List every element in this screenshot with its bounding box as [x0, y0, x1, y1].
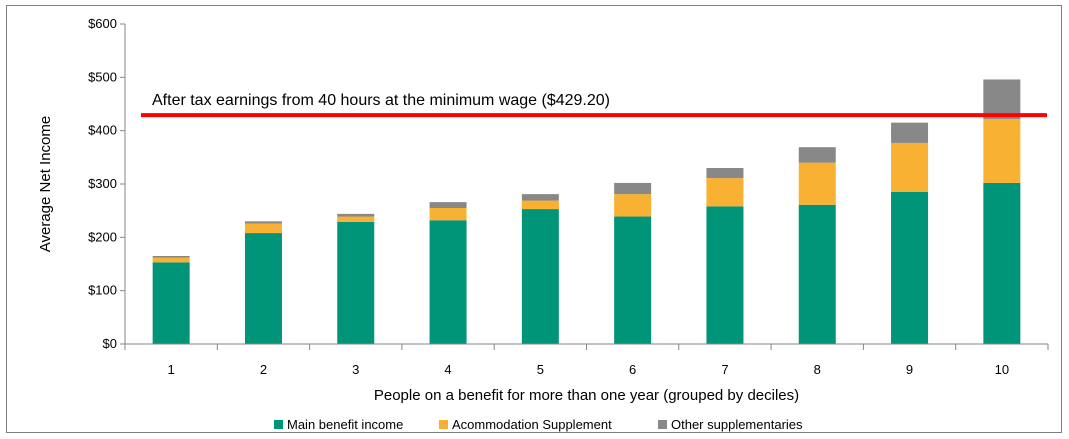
- x-tick-label: 10: [995, 362, 1009, 377]
- bars-layer: [152, 79, 1021, 344]
- x-tick-label: 1: [168, 362, 175, 377]
- bar-segment-decile-4-series-3: [429, 202, 467, 208]
- chart-frame: [6, 5, 1062, 433]
- bar-segment-decile-2-series-3: [244, 221, 282, 224]
- bar-segment-decile-10-series-2: [983, 118, 1021, 183]
- bar-segment-decile-2-series-2: [244, 223, 282, 234]
- bar-segment-decile-4-series-1: [429, 220, 467, 344]
- legend-swatch: [439, 420, 448, 429]
- x-tick-label: 4: [444, 362, 451, 377]
- legend-label: Acommodation Supplement: [452, 417, 612, 432]
- x-tick-label: 2: [260, 362, 267, 377]
- bar-segment-decile-9-series-1: [891, 192, 929, 344]
- legend-swatch: [658, 420, 667, 429]
- reference-line-label: After tax earnings from 40 hours at the …: [152, 92, 610, 109]
- axes-layer: $0 $100 $200 $300 $400 $500 $600 1 2 3 4 5 6 7 8 9 10: [88, 16, 1049, 377]
- bar-segment-decile-3-series-1: [337, 221, 375, 344]
- legend-label: Main benefit income: [287, 417, 403, 432]
- legend: Main benefit income Acommodation Suppleme…: [274, 417, 803, 432]
- y-tick-label: $400: [88, 123, 117, 138]
- bar-segment-decile-1-series-3: [152, 256, 190, 258]
- y-tick-label: $300: [88, 176, 117, 191]
- x-tick-label: 8: [814, 362, 821, 377]
- bar-segment-decile-9-series-2: [891, 142, 929, 192]
- y-tick-label: $600: [88, 16, 117, 31]
- bar-segment-decile-1-series-2: [152, 257, 190, 263]
- y-tick-label: $100: [88, 283, 117, 298]
- bar-segment-decile-5-series-1: [521, 209, 559, 344]
- x-tick-label: 5: [537, 362, 544, 377]
- bar-segment-decile-10-series-1: [983, 182, 1021, 344]
- legend-swatch: [274, 420, 283, 429]
- x-tick-label: 9: [906, 362, 913, 377]
- bar-segment-decile-7-series-2: [706, 178, 744, 207]
- bar-segment-decile-8-series-1: [798, 204, 836, 344]
- bar-segment-decile-5-series-3: [521, 194, 559, 201]
- bar-segment-decile-8-series-3: [798, 147, 836, 163]
- bar-segment-decile-7-series-1: [706, 206, 744, 344]
- bar-segment-decile-7-series-3: [706, 168, 744, 179]
- bar-segment-decile-1-series-1: [152, 262, 190, 344]
- x-tick-label: 3: [352, 362, 359, 377]
- bar-segment-decile-3-series-3: [337, 213, 375, 217]
- x-axis-title: People on a benefit for more than one ye…: [374, 387, 799, 404]
- bar-segment-decile-4-series-2: [429, 208, 467, 221]
- bar-segment-decile-6-series-2: [614, 194, 652, 217]
- y-axis-title: Average Net Income: [37, 116, 54, 252]
- legend-label: Other supplementaries: [671, 417, 803, 432]
- bar-segment-decile-3-series-2: [337, 216, 375, 222]
- x-tick-label: 7: [721, 362, 728, 377]
- x-tick-label: 6: [629, 362, 636, 377]
- bar-segment-decile-9-series-3: [891, 122, 929, 143]
- y-tick-label: $500: [88, 69, 117, 84]
- y-tick-label: $0: [103, 336, 117, 351]
- bar-segment-decile-10-series-3: [983, 79, 1021, 119]
- bar-segment-decile-6-series-1: [614, 216, 652, 344]
- y-tick-label: $200: [88, 229, 117, 244]
- bar-segment-decile-6-series-3: [614, 182, 652, 195]
- bar-segment-decile-5-series-2: [521, 200, 559, 210]
- bar-segment-decile-2-series-1: [244, 233, 282, 344]
- bar-segment-decile-8-series-2: [798, 162, 836, 205]
